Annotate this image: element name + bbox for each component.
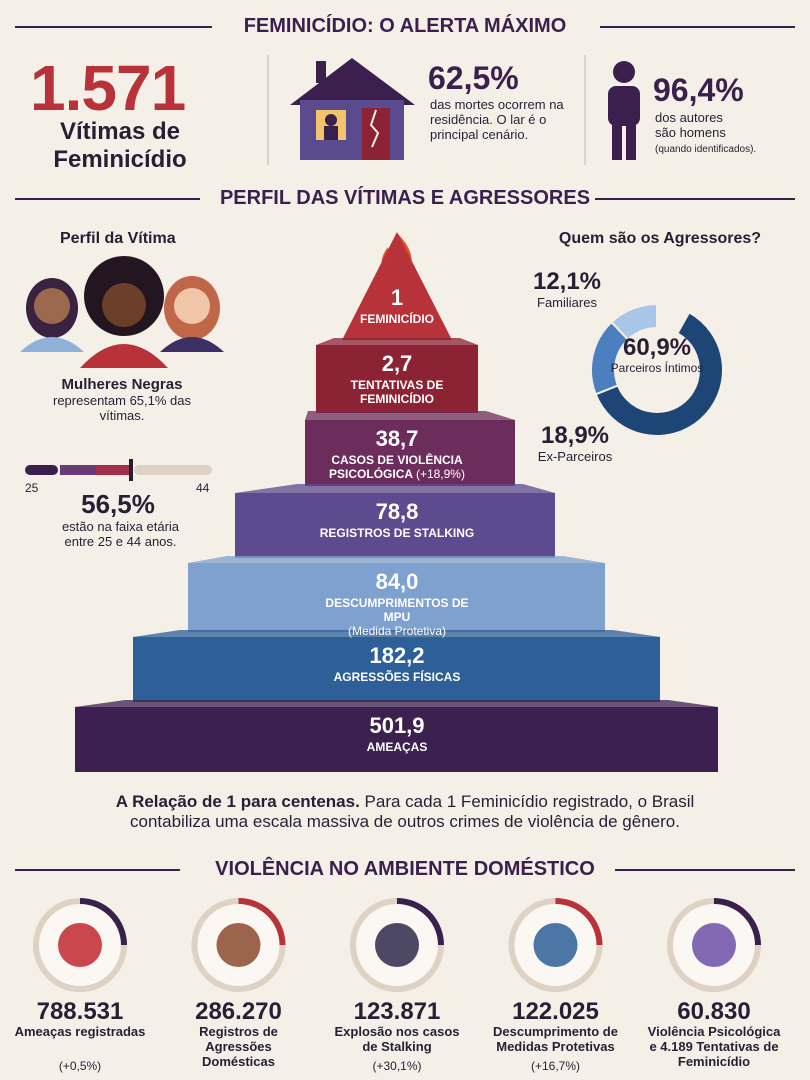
victim-highlight: Mulheres Negras [61, 376, 183, 393]
item-label: Ameaças registradas [14, 1024, 146, 1039]
pyramid-ledge [235, 484, 555, 493]
pyramid-label-text: TENTATIVAS DE FEMINICÍDIO [350, 378, 444, 406]
pyramid-level [305, 420, 515, 486]
donut-segment [594, 311, 724, 437]
item-value: 60.830 [677, 998, 751, 1025]
pyramid-level [316, 345, 478, 413]
pyramid-value: 501,9 [369, 713, 425, 738]
summary-text: Para cada 1 Feminicídio registrado, o Br… [130, 792, 695, 831]
item-value: 122.025 [512, 998, 599, 1025]
man-icon [608, 61, 640, 160]
pyramid-value: 1 [390, 285, 404, 310]
item-value: 286.270 [195, 998, 282, 1025]
pyramid-label-text: REGISTROS DE STALKING [319, 526, 475, 540]
victim-text: representam 65,1% das vítimas. [52, 393, 192, 423]
pyramid-level [342, 232, 452, 340]
pyramid-label: AMEAÇAS [317, 740, 477, 755]
header-title: FEMINICÍDIO: O ALERTA MÁXIMO [243, 15, 567, 37]
summary: A Relação de 1 para centenas. Para cada … [90, 792, 720, 831]
pyramid-value: 38,7 [375, 426, 419, 451]
pyramid-label-text: DESCUMPRIMENTOS DE MPU [325, 596, 469, 624]
donut-label: 12,1% [532, 268, 602, 295]
item-value: 123.871 [353, 998, 441, 1025]
pyramid-label-text: FEMINICÍDIO [360, 312, 434, 326]
authors-text: dos autores são homens [655, 110, 726, 140]
age-text: estão na faixa etária entre 25 e 44 anos… [61, 519, 180, 549]
pyramid-level [133, 637, 660, 702]
age-share: 56,5% [81, 489, 155, 519]
home-value: 62,5% [428, 60, 519, 96]
item-label: Violência Psicológica e 4.189 Tentativas… [647, 1024, 781, 1069]
authors-value: 96,4% [653, 72, 744, 108]
age-bar [25, 459, 212, 481]
donut-name: Ex-Parceiros [537, 449, 613, 464]
donut-label: 60,9% [622, 334, 692, 361]
pyramid-label: FEMINICÍDIO [317, 312, 477, 327]
pyramid-value: 84,0 [375, 569, 419, 594]
profile-title: PERFIL DAS VÍTIMAS E AGRESSORES [219, 187, 591, 209]
item-icon [58, 923, 102, 967]
pyramid-note: (+18,9%) [415, 466, 465, 481]
item-ring-accent [555, 898, 603, 946]
age-min: 25 [25, 481, 39, 495]
item-icon [216, 923, 261, 967]
item-change: (+16,7%) [530, 1059, 581, 1073]
aggressors-title: Quem são os Agressores? [558, 230, 762, 247]
item-change: (+0,5%) [58, 1059, 102, 1073]
pyramid-label: REGISTROS DE STALKING [317, 526, 477, 541]
pyramid-value: 182,2 [369, 643, 425, 668]
donut-segment [610, 302, 658, 341]
victims-label: Vítimas de Feminicídio [53, 118, 187, 173]
victims-value: 1.571 [30, 52, 186, 124]
pyramid-note: (Medida Protetiva) [347, 623, 447, 638]
item-icon [375, 923, 419, 967]
item-label: Registros de Agressões Domésticas [199, 1024, 278, 1069]
item-label: Explosão nos casos de Stalking [334, 1024, 460, 1054]
pyramid-level [235, 493, 555, 558]
summary-lead: A Relação de 1 para centenas. [115, 792, 360, 811]
item-change: (+30,1%) [372, 1059, 422, 1073]
pyramid-value: 2,7 [381, 351, 413, 376]
item-value: 788.531 [36, 998, 124, 1025]
item-icon [533, 923, 578, 967]
pyramid-label-text: AGRESSÕES FÍSICAS [333, 670, 461, 684]
item-ring-accent [79, 898, 127, 946]
women-icon [20, 256, 224, 368]
age-max: 44 [196, 481, 210, 495]
pyramid-ledge [305, 411, 515, 420]
item-ring-accent [396, 898, 444, 946]
home-text: das mortes ocorrem na residência. O lar … [430, 97, 564, 142]
pyramid-label: AGRESSÕES FÍSICAS [317, 670, 477, 685]
victim-title: Perfil da Vítima [60, 230, 176, 247]
item-label: Descumprimento de Medidas Protetivas [493, 1024, 618, 1054]
item-icon [692, 923, 736, 967]
pyramid-label: DESCUMPRIMENTOS DE MPU (Medida Protetiva) [317, 596, 477, 638]
pyramid-value: 78,8 [375, 499, 419, 524]
authors-note: (quando identificados). [655, 144, 757, 155]
donut-name: Familiares [537, 295, 597, 310]
house-icon [290, 58, 415, 160]
item-ring-accent [238, 898, 286, 946]
pyramid-label-text: AMEAÇAS [366, 740, 428, 754]
pyramid-level [188, 563, 605, 632]
pyramid-label: CASOS DE VIOLÊNCIA PSICOLÓGICA (+18,9%) [317, 453, 477, 482]
domestic-title: VIOLÊNCIA NO AMBIENTE DOMÉSTICO [215, 858, 595, 880]
pyramid-ledge [188, 556, 605, 563]
pyramid-label-text: CASOS DE VIOLÊNCIA PSICOLÓGICA [329, 453, 463, 481]
item-ring-accent [713, 898, 761, 946]
pyramid-ledge [133, 630, 660, 637]
pyramid-ledge [316, 338, 478, 345]
pyramid-ledge [75, 700, 718, 707]
donut-label: 18,9% [540, 422, 610, 449]
pyramid-level [75, 707, 718, 772]
donut-name: Parceiros Íntimos [610, 361, 704, 375]
pyramid-label: TENTATIVAS DE FEMINICÍDIO [317, 378, 477, 407]
